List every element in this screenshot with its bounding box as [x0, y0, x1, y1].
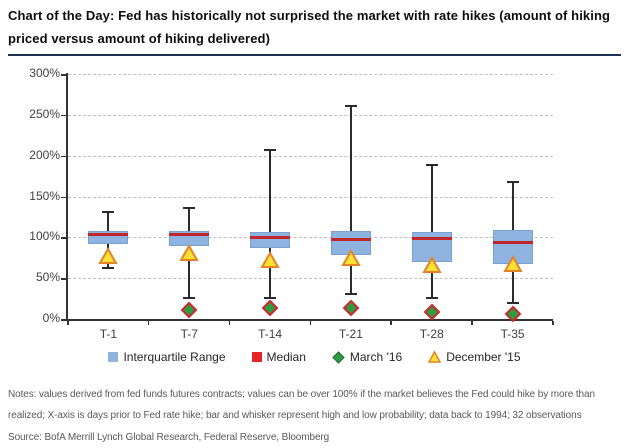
march16-marker [423, 303, 441, 321]
legend-item-december15: December '15 [427, 350, 521, 364]
red-square-icon [251, 352, 262, 362]
notes-line-2: realized; X-axis is days prior to Fed ra… [8, 410, 582, 421]
march16-marker [342, 299, 360, 317]
whisker-cap-high [344, 104, 357, 107]
y-tick-label: 300% [29, 66, 60, 80]
y-tick [61, 74, 66, 76]
y-grid-line [68, 278, 553, 280]
y-grid-line [68, 237, 553, 239]
box-whisker [349, 105, 352, 294]
legend-label: Median [266, 350, 306, 364]
median-line [250, 235, 291, 239]
whisker-cap-low [425, 296, 438, 299]
y-tick-label: 150% [29, 188, 60, 203]
whisker-cap-low [264, 296, 277, 299]
chart-title-line-2: priced versus amount of hiking delivered… [8, 31, 270, 46]
y-tick [61, 196, 66, 198]
y-grid-line [68, 114, 553, 116]
whisker-cap-low [506, 302, 519, 305]
y-tick-label: 250% [29, 106, 60, 121]
box-whisker [269, 149, 272, 298]
x-tick-label: T-21 [338, 327, 363, 341]
chart-title-line-1: Chart of the Day: Fed has historically n… [8, 8, 611, 23]
median-line [492, 240, 533, 244]
whisker-cap-low [183, 296, 196, 299]
yellow-triangle-icon [427, 350, 442, 363]
title-rule [8, 54, 621, 56]
median-line [330, 238, 371, 242]
december15-marker [98, 247, 119, 265]
whisker-cap-high [425, 163, 438, 166]
y-grid-line [68, 74, 553, 75]
y-grid-line [68, 196, 553, 198]
x-tick-label: T-14 [258, 327, 283, 341]
iqr-box [250, 232, 291, 248]
y-tick-label: 0% [42, 311, 60, 325]
median-line [411, 236, 452, 240]
whisker-cap-high [102, 211, 115, 214]
y-tick [61, 155, 66, 158]
y-axis-line [66, 73, 68, 320]
y-tick [61, 278, 66, 280]
december15-marker [341, 248, 361, 266]
december15-marker [422, 256, 442, 274]
december15-marker [502, 255, 523, 273]
y-grid-line [68, 155, 553, 157]
y-tick-label: 200% [29, 147, 60, 162]
march16-marker [180, 301, 198, 319]
median-line [88, 232, 129, 236]
x-tick [309, 321, 311, 325]
december15-marker [260, 251, 280, 269]
december15-marker [179, 243, 199, 261]
legend-label: Interquartile Range [123, 350, 226, 364]
notes-line-1: Notes: values derived from fed funds fut… [8, 389, 595, 400]
x-tick [552, 321, 554, 325]
x-tick-label: T-35 [500, 327, 525, 341]
x-tick [228, 321, 231, 325]
x-axis-line [66, 319, 553, 321]
chart-legend: Interquartile Range Median March '16 Dec… [0, 348, 629, 366]
legend-item-median: Median [251, 350, 306, 364]
whisker-cap-high [264, 148, 277, 151]
y-tick [61, 237, 66, 239]
whisker-cap-low [102, 267, 115, 270]
median-line [169, 233, 210, 237]
y-tick [61, 319, 66, 321]
y-tick-label: 50% [35, 270, 60, 285]
legend-label: March '16 [349, 350, 403, 364]
x-tick-label: T-28 [419, 327, 444, 341]
x-tick [390, 321, 392, 325]
x-tick [67, 321, 69, 325]
legend-label: December '15 [446, 350, 521, 364]
march16-marker [261, 299, 279, 317]
x-tick-label: T-7 [180, 327, 198, 341]
y-tick [61, 114, 66, 117]
whisker-cap-high [183, 206, 196, 209]
green-diamond-icon [332, 350, 345, 364]
y-tick-label: 100% [29, 229, 60, 244]
march16-marker [504, 305, 521, 323]
source-line: Source: BofA Merrill Lynch Global Resear… [8, 432, 330, 443]
x-tick [147, 321, 150, 325]
box-whisker [430, 164, 433, 298]
chart-footnotes: Notes: values derived from fed funds fut… [8, 384, 623, 448]
x-tick [471, 321, 473, 325]
x-tick-label: T-1 [99, 327, 118, 341]
whisker-cap-low [344, 292, 357, 295]
legend-item-march16: March '16 [332, 350, 402, 364]
legend-item-iqr: Interquartile Range [108, 350, 226, 364]
whisker-cap-high [506, 180, 519, 183]
blue-square-icon [108, 352, 119, 362]
